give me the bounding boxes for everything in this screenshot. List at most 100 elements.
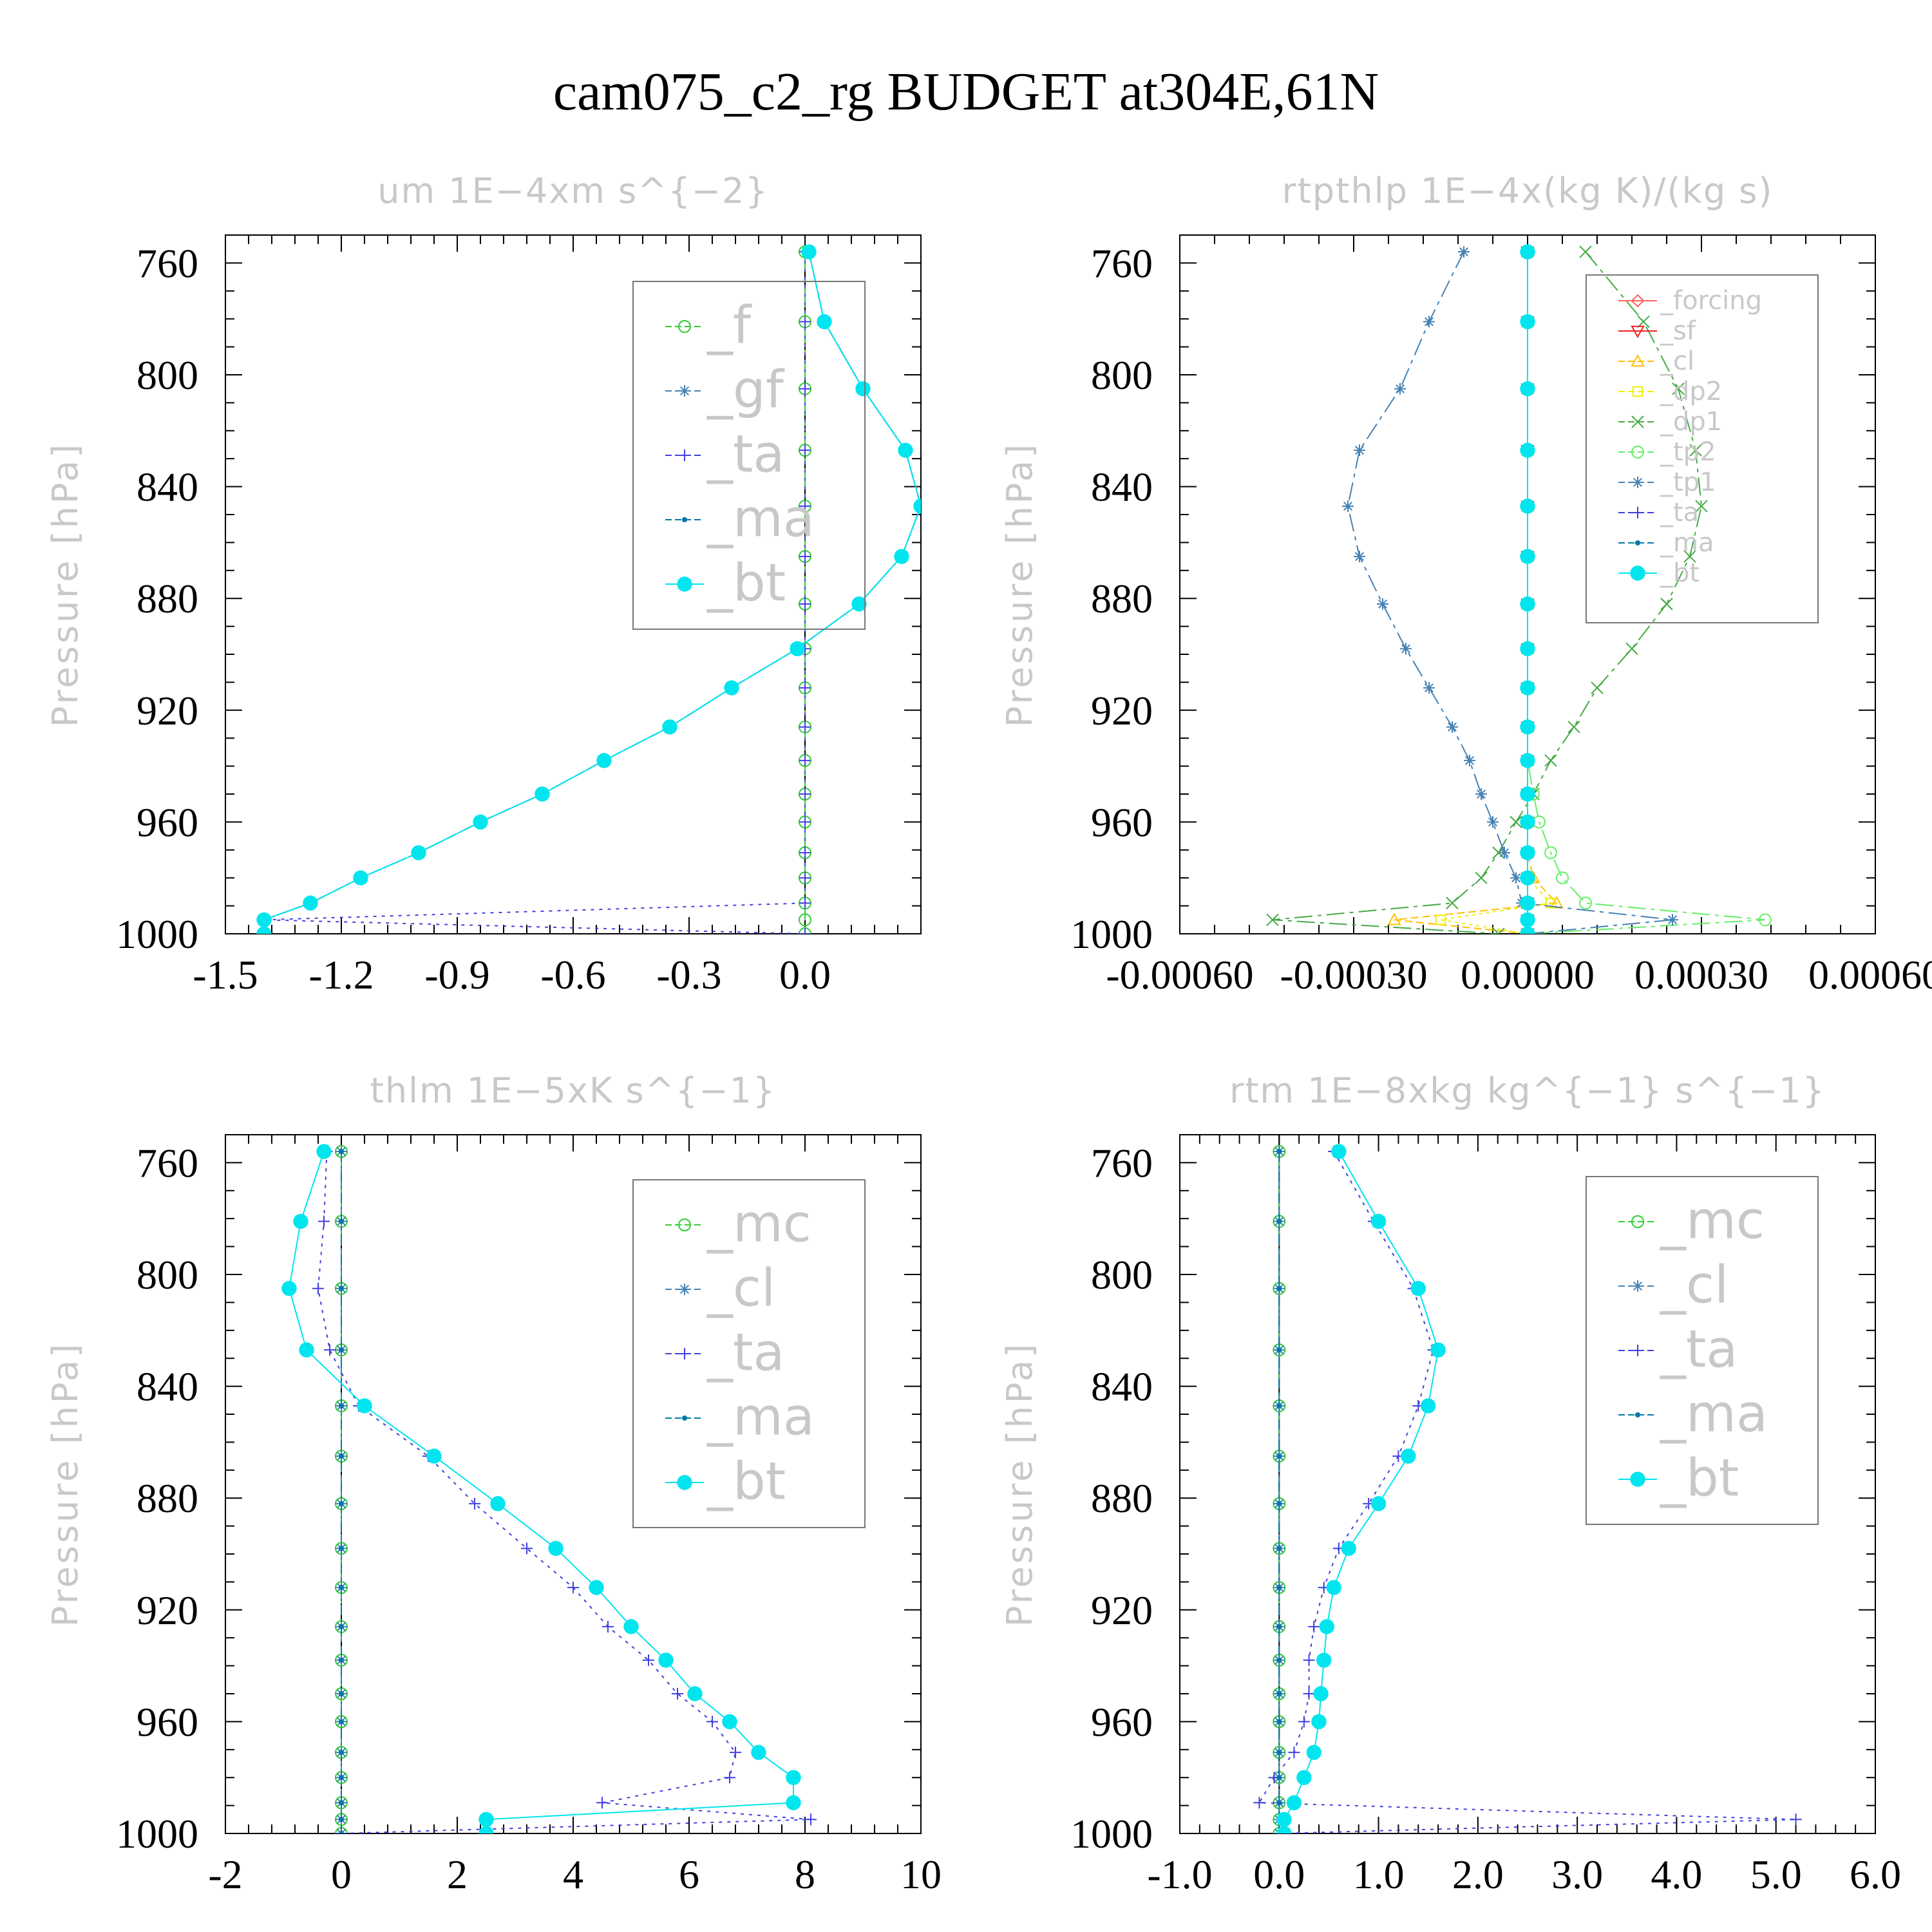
legend-label: _cl bbox=[1660, 346, 1694, 376]
data-point bbox=[353, 870, 368, 886]
data-point bbox=[338, 1817, 345, 1823]
y-tick-label: 800 bbox=[1091, 352, 1153, 398]
data-point bbox=[338, 1624, 345, 1629]
y-tick-label: 800 bbox=[137, 352, 198, 398]
series-line-ta bbox=[317, 1151, 811, 1833]
y-tick-label: 760 bbox=[1091, 240, 1153, 286]
data-point bbox=[799, 598, 811, 610]
x-tick-label: 0.00030 bbox=[1634, 952, 1768, 998]
data-point bbox=[1689, 444, 1702, 457]
legend-marker bbox=[1630, 565, 1645, 581]
panel-title: thlm 1E−5xK s^{−1} bbox=[370, 1070, 776, 1111]
data-point bbox=[521, 1542, 533, 1555]
y-tick-label: 920 bbox=[137, 1587, 198, 1633]
data-point bbox=[799, 754, 811, 766]
data-point bbox=[1683, 550, 1696, 563]
series-line-dp2 bbox=[1440, 252, 1553, 934]
data-point bbox=[1288, 1747, 1300, 1759]
data-point bbox=[1549, 896, 1564, 909]
data-point bbox=[1520, 641, 1535, 657]
data-point bbox=[687, 1686, 703, 1701]
data-point bbox=[281, 1281, 297, 1296]
data-point bbox=[293, 1213, 308, 1229]
series-tp1 bbox=[1342, 246, 1678, 934]
data-point bbox=[1276, 1719, 1282, 1725]
series-line-dp1 bbox=[1272, 251, 1703, 934]
series-ma bbox=[338, 1148, 345, 1833]
data-point bbox=[855, 381, 871, 397]
data-point bbox=[799, 913, 811, 927]
data-point bbox=[1435, 914, 1446, 925]
data-point bbox=[1520, 314, 1535, 330]
legend-marker bbox=[1631, 325, 1645, 339]
data-point bbox=[299, 1342, 314, 1358]
x-tick-label: 10 bbox=[900, 1852, 942, 1897]
legend-item: _dp2 bbox=[1618, 377, 1722, 406]
data-point bbox=[1492, 927, 1505, 934]
legend-item: _mc bbox=[665, 1194, 811, 1254]
legend-box bbox=[1586, 1176, 1819, 1525]
data-point bbox=[338, 1750, 345, 1756]
legend-item: _gf bbox=[665, 360, 785, 420]
data-point bbox=[478, 1812, 494, 1827]
data-point bbox=[1276, 1812, 1292, 1827]
data-point bbox=[303, 895, 318, 911]
data-point bbox=[799, 721, 811, 733]
data-point bbox=[338, 1403, 345, 1409]
legend-marker bbox=[1634, 1412, 1641, 1418]
data-point bbox=[672, 1688, 683, 1700]
data-point bbox=[1499, 847, 1510, 859]
data-point bbox=[1276, 1546, 1282, 1551]
data-point bbox=[1306, 1745, 1321, 1760]
legend-marker bbox=[678, 320, 691, 333]
legend-marker bbox=[1632, 477, 1643, 488]
data-point bbox=[589, 1580, 604, 1595]
series-bt bbox=[281, 1144, 801, 1833]
legend-label: _ta bbox=[706, 424, 784, 484]
legend-label: _ta bbox=[706, 1323, 784, 1383]
series-bt bbox=[1520, 244, 1535, 934]
legend: _mc_cl_ta_ma_bt bbox=[632, 1179, 866, 1528]
data-point bbox=[1276, 1501, 1282, 1506]
legend-label: _ta bbox=[1660, 1320, 1738, 1379]
y-tick-label: 880 bbox=[137, 576, 198, 621]
y-tick-label: 1000 bbox=[1070, 1811, 1153, 1857]
data-point bbox=[312, 1282, 324, 1294]
y-tick-label: 920 bbox=[1091, 688, 1153, 734]
legend-label: _ma bbox=[1660, 1384, 1768, 1444]
data-point bbox=[1475, 871, 1488, 884]
legend: _mc_cl_ta_ma_bt bbox=[1586, 1176, 1819, 1525]
data-point bbox=[1253, 1797, 1265, 1809]
x-tick-label: 1.0 bbox=[1353, 1852, 1405, 1897]
chart-panels: um 1E−4xm s^{−2}Pressure [hPa]7608008408… bbox=[45, 171, 1932, 1897]
y-tick-label: 1000 bbox=[116, 911, 198, 957]
panel-title: rtm 1E−8xkg kg^{−1} s^{−1} bbox=[1229, 1070, 1826, 1111]
legend-label: _bt bbox=[706, 553, 786, 613]
data-point bbox=[799, 383, 811, 395]
y-tick-label: 840 bbox=[137, 1364, 198, 1410]
data-point bbox=[1567, 721, 1580, 734]
legend-marker bbox=[1631, 354, 1645, 367]
data-point bbox=[799, 897, 811, 909]
figure-title: cam075_c2_rg BUDGET at304E,61N bbox=[553, 62, 1379, 122]
data-point bbox=[1520, 498, 1535, 514]
legend-label: _tp2 bbox=[1660, 437, 1716, 467]
data-point bbox=[1276, 1218, 1282, 1224]
data-point bbox=[658, 1653, 674, 1668]
panel-title: um 1E−4xm s^{−2} bbox=[377, 171, 769, 211]
legend-label: _ma bbox=[706, 1387, 815, 1447]
data-point bbox=[316, 1144, 332, 1159]
legend-marker bbox=[679, 450, 690, 461]
y-tick-label: 960 bbox=[1091, 1699, 1153, 1745]
x-tick-label: -1.2 bbox=[308, 952, 374, 998]
chart-panel-2: rtpthlp 1E−4x(kg K)/(kg s) Pressure [hPa]… bbox=[999, 171, 1932, 998]
data-point bbox=[1510, 872, 1522, 884]
x-tick-label: 8 bbox=[795, 1852, 815, 1897]
legend-item: _bt bbox=[665, 553, 786, 613]
data-point bbox=[799, 316, 811, 328]
data-point bbox=[1319, 1619, 1335, 1634]
legend-marker bbox=[1632, 1345, 1643, 1356]
data-point bbox=[596, 753, 612, 768]
x-tick-label: -2 bbox=[208, 1852, 242, 1897]
plot-area bbox=[281, 1135, 817, 1833]
